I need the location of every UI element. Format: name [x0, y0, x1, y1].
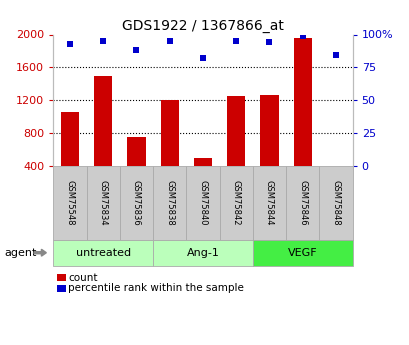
Text: GSM75834: GSM75834	[99, 180, 108, 226]
Bar	[193, 158, 211, 166]
Text: GSM75842: GSM75842	[231, 180, 240, 225]
Point	[133, 48, 139, 53]
Text: VEGF: VEGF	[287, 248, 317, 258]
Title: GDS1922 / 1367866_at: GDS1922 / 1367866_at	[122, 19, 283, 33]
Point	[199, 55, 206, 61]
Text: agent: agent	[4, 248, 36, 258]
Point	[232, 38, 239, 44]
Bar	[293, 38, 311, 166]
Point	[299, 33, 305, 39]
Bar	[127, 137, 145, 166]
Bar	[61, 111, 79, 166]
Point	[100, 38, 106, 44]
Text: GSM75548: GSM75548	[65, 180, 74, 225]
Text: untreated: untreated	[75, 248, 130, 258]
Bar	[260, 95, 278, 166]
Bar	[160, 100, 178, 166]
Text: GSM75846: GSM75846	[297, 180, 306, 226]
Text: GSM75848: GSM75848	[330, 180, 339, 226]
Point	[67, 41, 73, 47]
Text: Ang-1: Ang-1	[186, 248, 219, 258]
Text: GSM75840: GSM75840	[198, 180, 207, 225]
Bar	[94, 76, 112, 166]
Text: GSM75844: GSM75844	[264, 180, 273, 225]
Text: GSM75838: GSM75838	[165, 180, 174, 226]
Point	[265, 40, 272, 45]
Point	[332, 53, 338, 58]
Point	[166, 38, 173, 44]
Bar	[227, 96, 245, 166]
Text: percentile rank within the sample: percentile rank within the sample	[68, 283, 243, 293]
Text: count: count	[68, 273, 97, 283]
Text: GSM75836: GSM75836	[132, 180, 141, 226]
